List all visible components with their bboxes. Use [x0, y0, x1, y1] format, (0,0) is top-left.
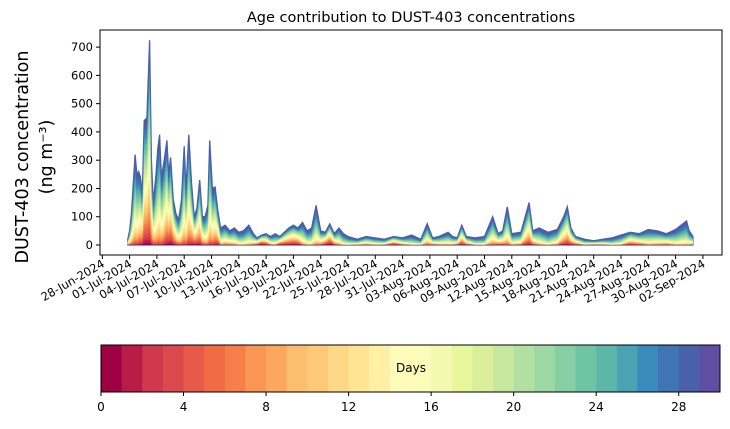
colorbar-swatch: [493, 345, 515, 392]
colorbar-swatch: [183, 345, 205, 392]
colorbar: 0 4 8 12 16 20 24 28: [97, 344, 721, 414]
colorbar-swatch: [121, 345, 143, 392]
colorbar-swatch: [389, 345, 411, 392]
y-axis: 0 100 200 300 400 500 600 700: [71, 40, 100, 252]
colorbar-swatch: [224, 345, 246, 392]
colorbar-swatch: [658, 345, 680, 392]
y-axis-label-line2: (ng m⁻³): [37, 120, 57, 195]
colorbar-tick-label: 28: [671, 400, 686, 414]
colorbar-swatch: [307, 345, 329, 392]
colorbar-swatch: [142, 345, 164, 392]
y-tick-label: 200: [71, 181, 93, 195]
colorbar-swatch: [472, 345, 494, 392]
colorbar-swatch: [513, 345, 535, 392]
colorbar-tick-label: 0: [97, 400, 105, 414]
colorbar-tick-label: 16: [423, 400, 438, 414]
colorbar-swatch: [245, 345, 267, 392]
colorbar-tick-label: 8: [262, 400, 270, 414]
y-tick-label: 600: [71, 68, 93, 82]
colorbar-swatch: [369, 345, 391, 392]
colorbar-swatch: [699, 345, 721, 392]
y-tick-label: 300: [71, 153, 93, 167]
colorbar-swatch: [162, 345, 185, 392]
y-tick-label: 0: [86, 238, 93, 252]
colorbar-swatch: [616, 345, 638, 392]
colorbar-tick-label: 20: [506, 400, 521, 414]
colorbar-swatch: [596, 345, 618, 392]
colorbar-frame: [100, 344, 721, 393]
chart-title: Age contribution to DUST-403 concentrati…: [247, 10, 575, 26]
colorbar-swatch: [554, 345, 577, 392]
age-band-day-2: [127, 236, 693, 245]
y-tick-label: 400: [71, 125, 93, 139]
colorbar-swatch: [266, 345, 288, 392]
colorbar-tick-label: 4: [180, 400, 188, 414]
x-axis: 28-Jun-202401-Jul-202404-Jul-202407-Jul-…: [38, 255, 707, 306]
colorbar-swatch: [678, 345, 700, 392]
colorbar-swatch: [410, 345, 432, 392]
colorbar-label: Days: [396, 361, 426, 375]
colorbar-swatch: [431, 345, 453, 392]
y-tick-label: 700: [71, 40, 93, 54]
age-band-day-3: [127, 232, 693, 245]
colorbar-swatch: [286, 345, 308, 392]
colorbar-swatch: [534, 345, 556, 392]
colorbar-tick-label: 24: [589, 400, 604, 414]
colorbar-swatch: [101, 345, 123, 392]
y-tick-label: 100: [71, 210, 93, 224]
plot-frame: [99, 29, 723, 256]
colorbar-swatch: [575, 345, 597, 392]
colorbar-swatch: [637, 345, 659, 392]
colorbar-swatch: [327, 345, 350, 392]
colorbar-swatch: [204, 345, 226, 392]
stacked-age-areas: [127, 40, 694, 246]
colorbar-tick-label: 12: [341, 400, 356, 414]
colorbar-swatch: [348, 345, 370, 392]
y-axis-label-line1: DUST-403 concentration: [13, 51, 33, 264]
colorbar-swatch: [451, 345, 473, 392]
y-tick-label: 500: [71, 97, 93, 111]
